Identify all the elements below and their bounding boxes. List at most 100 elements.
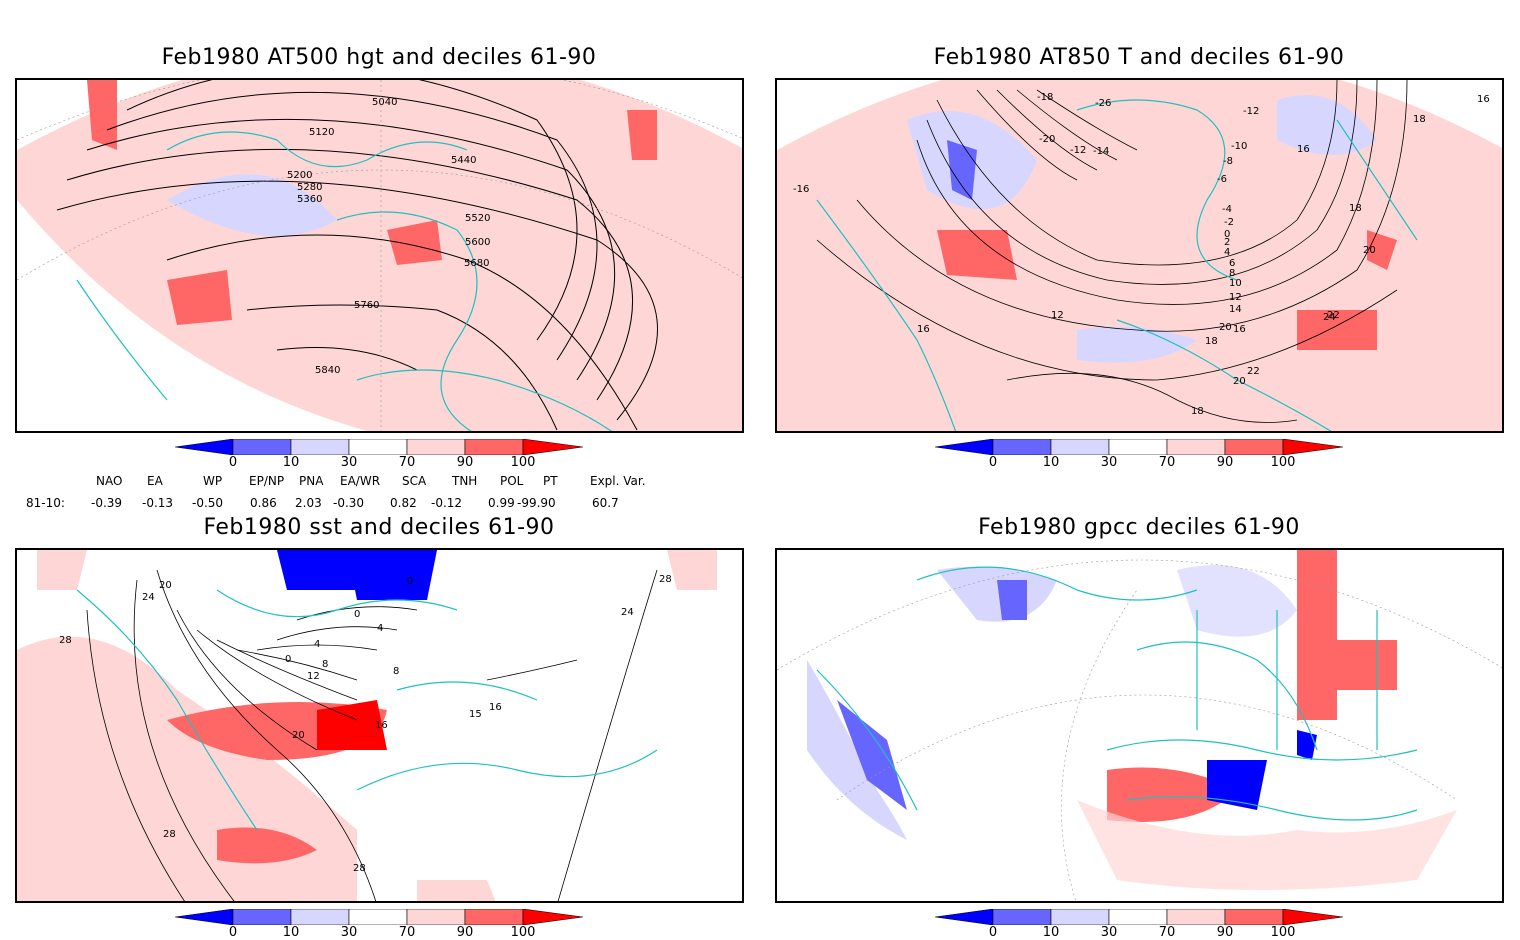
colorbar-tick: 90 bbox=[456, 455, 474, 470]
index-value: -99.90 bbox=[517, 496, 556, 510]
colorbar-tick: 30 bbox=[1100, 925, 1118, 940]
contour-label: -12 bbox=[1070, 145, 1086, 156]
contour-label: 2 bbox=[1224, 237, 1230, 248]
contour-label: -26 bbox=[1095, 98, 1111, 109]
colorbar-tick: 100 bbox=[1270, 455, 1296, 470]
index-value: -0.50 bbox=[192, 496, 224, 510]
contour-label: 18 bbox=[1205, 336, 1218, 347]
contour-label: 10 bbox=[1229, 278, 1242, 289]
index-row-label: 81-10: bbox=[26, 496, 65, 510]
contour-label: 16 bbox=[489, 702, 502, 713]
index-value: 60.7 bbox=[592, 496, 619, 510]
contour-label: 0 bbox=[407, 576, 413, 587]
colorbar-bl: 0 10 30 70 90 100 bbox=[174, 908, 585, 940]
contour-label: 4 bbox=[377, 623, 383, 634]
contour-label: 5680 bbox=[464, 258, 489, 269]
contour-label: 4 bbox=[1224, 247, 1230, 258]
contour-label: 14 bbox=[1229, 304, 1242, 315]
colorbar-br: 0 10 30 70 90 100 bbox=[934, 908, 1345, 940]
index-value: -0.39 bbox=[91, 496, 123, 510]
contour-label: 4 bbox=[314, 639, 320, 650]
panel-title-tl: Feb1980 AT500 hgt and deciles 61-90 bbox=[161, 45, 597, 70]
map-panel-tr: -18 -26 -12 -20 -12 -14 -10 -8 -6 -4 -2 … bbox=[775, 78, 1504, 433]
contour-label: -20 bbox=[1039, 134, 1055, 145]
colorbar-tick: 70 bbox=[398, 925, 416, 940]
contour-label: 24 bbox=[621, 607, 634, 618]
contour-label: 5840 bbox=[315, 365, 340, 376]
colorbar-tr: 0 10 30 70 90 100 bbox=[934, 438, 1345, 470]
contour-label: 28 bbox=[353, 863, 366, 874]
index-header: EA/WR bbox=[340, 474, 381, 488]
index-header: TNH bbox=[452, 474, 478, 488]
colorbar-tick: 90 bbox=[1216, 455, 1234, 470]
contour-label: 5520 bbox=[465, 213, 490, 224]
contour-label: 28 bbox=[659, 574, 672, 585]
contour-label: 5600 bbox=[465, 237, 490, 248]
contour-label: 5280 bbox=[297, 182, 322, 193]
contour-label: 5120 bbox=[309, 127, 334, 138]
contour-label: 28 bbox=[163, 829, 176, 840]
index-header: WP bbox=[203, 474, 223, 488]
contour-label: 18 bbox=[1191, 406, 1204, 417]
contour-label: 16 bbox=[1297, 144, 1310, 155]
contour-label: 16 bbox=[917, 324, 930, 335]
contour-label: 18 bbox=[1413, 114, 1426, 125]
contour-label: 5040 bbox=[372, 97, 397, 108]
contour-label: 0 bbox=[285, 654, 291, 665]
contour-label: 22 bbox=[1327, 310, 1340, 321]
contour-label: 5760 bbox=[354, 300, 379, 311]
contour-label: 20 bbox=[1219, 322, 1232, 333]
contour-label: 28 bbox=[59, 635, 72, 646]
contour-label: 20 bbox=[159, 580, 172, 591]
contour-label: 16 bbox=[1233, 324, 1246, 335]
contour-label: 5440 bbox=[451, 155, 476, 166]
contour-label: -12 bbox=[1243, 106, 1259, 117]
contour-label: 18 bbox=[1349, 203, 1362, 214]
contour-label: -16 bbox=[793, 184, 809, 195]
contour-label: 16 bbox=[1477, 94, 1490, 105]
colorbar-tick: 0 bbox=[228, 455, 238, 470]
colorbar-svg bbox=[934, 908, 1344, 926]
index-value: 2.03 bbox=[295, 496, 322, 510]
contour-label: 12 bbox=[307, 671, 320, 682]
colorbar-tick: 10 bbox=[282, 925, 300, 940]
contour-label: -6 bbox=[1217, 174, 1227, 185]
contour-label: 5360 bbox=[297, 194, 322, 205]
contour-label: 0 bbox=[1224, 229, 1230, 240]
index-value: -0.13 bbox=[142, 496, 174, 510]
contour-label: 8 bbox=[393, 666, 399, 677]
contour-label: -8 bbox=[1223, 156, 1233, 167]
contour-label: -14 bbox=[1093, 146, 1109, 157]
map-br-svg bbox=[777, 550, 1502, 901]
index-header: SCA bbox=[402, 474, 427, 488]
colorbar-tick: 100 bbox=[510, 925, 536, 940]
colorbar-tick: 10 bbox=[1042, 925, 1060, 940]
contour-label: 12 bbox=[1051, 310, 1064, 321]
index-value: 0.99 bbox=[488, 496, 515, 510]
index-header: PT bbox=[543, 474, 558, 488]
colorbar-tick: 70 bbox=[1158, 925, 1176, 940]
contour-label: 20 bbox=[1233, 376, 1246, 387]
colorbar-tick: 10 bbox=[282, 455, 300, 470]
colorbar-tick: 10 bbox=[1042, 455, 1060, 470]
contour-label: 22 bbox=[1247, 366, 1260, 377]
index-header: EP/NP bbox=[249, 474, 285, 488]
contour-label: 16 bbox=[375, 720, 388, 731]
colorbar-svg bbox=[174, 438, 584, 456]
map-panel-bl: 20 24 28 0 0 4 0 4 8 12 16 8 20 15 16 28… bbox=[15, 548, 744, 903]
index-value: 0.86 bbox=[250, 496, 277, 510]
map-bl-svg: 20 24 28 0 0 4 0 4 8 12 16 8 20 15 16 28… bbox=[17, 550, 717, 901]
contour-label: 0 bbox=[354, 609, 360, 620]
contour-label: -2 bbox=[1224, 217, 1234, 228]
colorbar-tick: 0 bbox=[988, 455, 998, 470]
teleconnection-indices: NAO EA WP EP/NP PNA EA/WR SCA TNH POL PT… bbox=[0, 474, 760, 514]
map-panel-br bbox=[775, 548, 1504, 903]
contour-label: 12 bbox=[1229, 292, 1242, 303]
colorbar-tick: 100 bbox=[1270, 925, 1296, 940]
colorbar-tick: 90 bbox=[1216, 925, 1234, 940]
index-header: Expl. Var. bbox=[590, 474, 646, 488]
contour-label: 20 bbox=[292, 730, 305, 741]
panel-title-bl: Feb1980 sst and deciles 61-90 bbox=[203, 515, 555, 540]
contour-label: 8 bbox=[1229, 268, 1235, 279]
colorbar-tick: 70 bbox=[1158, 455, 1176, 470]
